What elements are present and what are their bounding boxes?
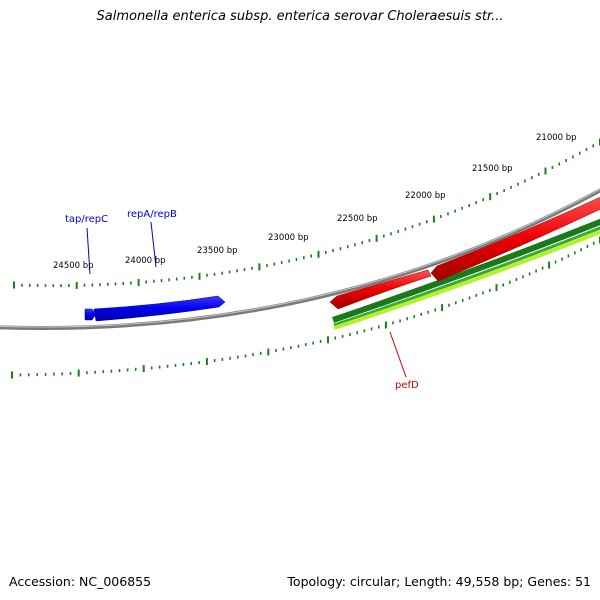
gene-arrow-repA-repB — [93, 295, 226, 322]
gene-arrow-pefD-right — [430, 197, 600, 282]
ruler-label-24000: 24000 bp — [125, 256, 166, 266]
inner-tick-ring — [11, 236, 600, 379]
accession-text: Accession: NC_006855 — [9, 574, 152, 589]
gene-arrow-pefD-left — [329, 269, 432, 310]
backbone-circle — [0, 188, 600, 331]
gc-track-dark — [332, 218, 600, 323]
gene-label-repA-repB: repA/repB — [127, 209, 177, 220]
backbone-circle-highlight — [0, 188, 600, 328]
label-line-repA-repB — [150, 221, 157, 268]
ruler-label-23000: 23000 bp — [268, 233, 309, 243]
label-line-pefD — [389, 331, 407, 378]
gene-label-pefD: pefD — [395, 380, 419, 391]
gc-track-mid — [333, 226, 600, 327]
outer-tick-ring — [13, 138, 600, 289]
ruler-label-21500: 21500 bp — [472, 164, 513, 174]
gc-track-light — [333, 229, 600, 330]
gene-label-tap-repC: tap/repC — [65, 214, 108, 225]
ruler-label-21000: 21000 bp — [536, 133, 577, 143]
topology-summary: Topology: circular; Length: 49,558 bp; G… — [287, 574, 591, 589]
gene-arrow-tap-repC — [84, 308, 97, 321]
ruler-label-23500: 23500 bp — [197, 246, 238, 256]
map-title: Salmonella enterica subsp. enterica sero… — [96, 9, 504, 24]
ruler-label-24500: 24500 bp — [53, 261, 94, 271]
ruler-label-22000: 22000 bp — [405, 191, 446, 201]
label-line-tap-repC — [86, 227, 91, 275]
ruler-label-22500: 22500 bp — [337, 214, 378, 224]
